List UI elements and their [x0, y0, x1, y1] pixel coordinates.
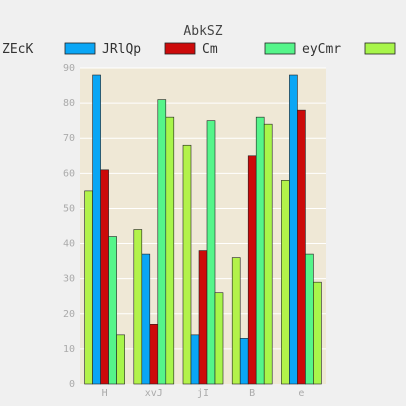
bar: [289, 74, 298, 385]
bar: [239, 338, 249, 385]
legend-label: JRlQp: [102, 42, 141, 57]
bar: [141, 253, 151, 385]
legend-swatch: [364, 42, 396, 55]
bar: [255, 116, 265, 385]
x-tick-label: H: [102, 388, 108, 399]
legend-label: eyCmr: [302, 42, 341, 57]
y-tick-label: 90: [63, 63, 75, 74]
bar: [157, 99, 167, 385]
y-axis: 0 10 20 30 40 50 60 70 80 90: [63, 63, 75, 390]
bar: [92, 74, 101, 385]
bar: [182, 144, 192, 385]
bar: [263, 123, 273, 385]
bar: [100, 169, 109, 385]
y-tick-label: 70: [63, 133, 75, 144]
bar: [206, 120, 216, 385]
bar: [116, 334, 125, 385]
bar: [133, 229, 143, 385]
y-tick-label: 60: [63, 168, 75, 179]
bar: [214, 292, 224, 385]
y-tick-label: 80: [63, 98, 75, 109]
bar: [305, 253, 314, 385]
y-tick-label: 30: [63, 274, 75, 285]
legend-swatch: [264, 42, 296, 55]
legend-label: ZEcK: [2, 42, 33, 57]
bar: [281, 180, 290, 385]
x-tick-label: xvJ: [145, 388, 163, 399]
y-tick-label: 20: [63, 309, 75, 320]
bar: [297, 109, 306, 385]
bar: [149, 324, 159, 385]
bar: [165, 116, 175, 385]
bar: [84, 190, 93, 385]
bar: [190, 334, 200, 385]
y-tick-label: 40: [63, 239, 75, 250]
bar: [231, 257, 241, 385]
legend-label: Cm: [202, 42, 218, 57]
legend-swatch: [164, 42, 196, 55]
y-tick-label: 0: [69, 379, 75, 390]
bar: [247, 155, 257, 385]
bar: [198, 250, 208, 385]
bar: [313, 281, 322, 385]
x-tick-label: B: [249, 388, 255, 399]
y-tick-label: 10: [63, 344, 75, 355]
y-tick-label: 50: [63, 203, 75, 214]
legend-swatch: [64, 42, 96, 55]
x-tick-label: e: [298, 388, 304, 399]
chart-title: AbkSZ: [183, 24, 222, 39]
x-tick-label: jI: [197, 388, 209, 399]
bars: [84, 74, 322, 385]
legend: ZEcK JRlQp Cm eyCmr: [2, 42, 396, 57]
bar: [108, 236, 117, 385]
